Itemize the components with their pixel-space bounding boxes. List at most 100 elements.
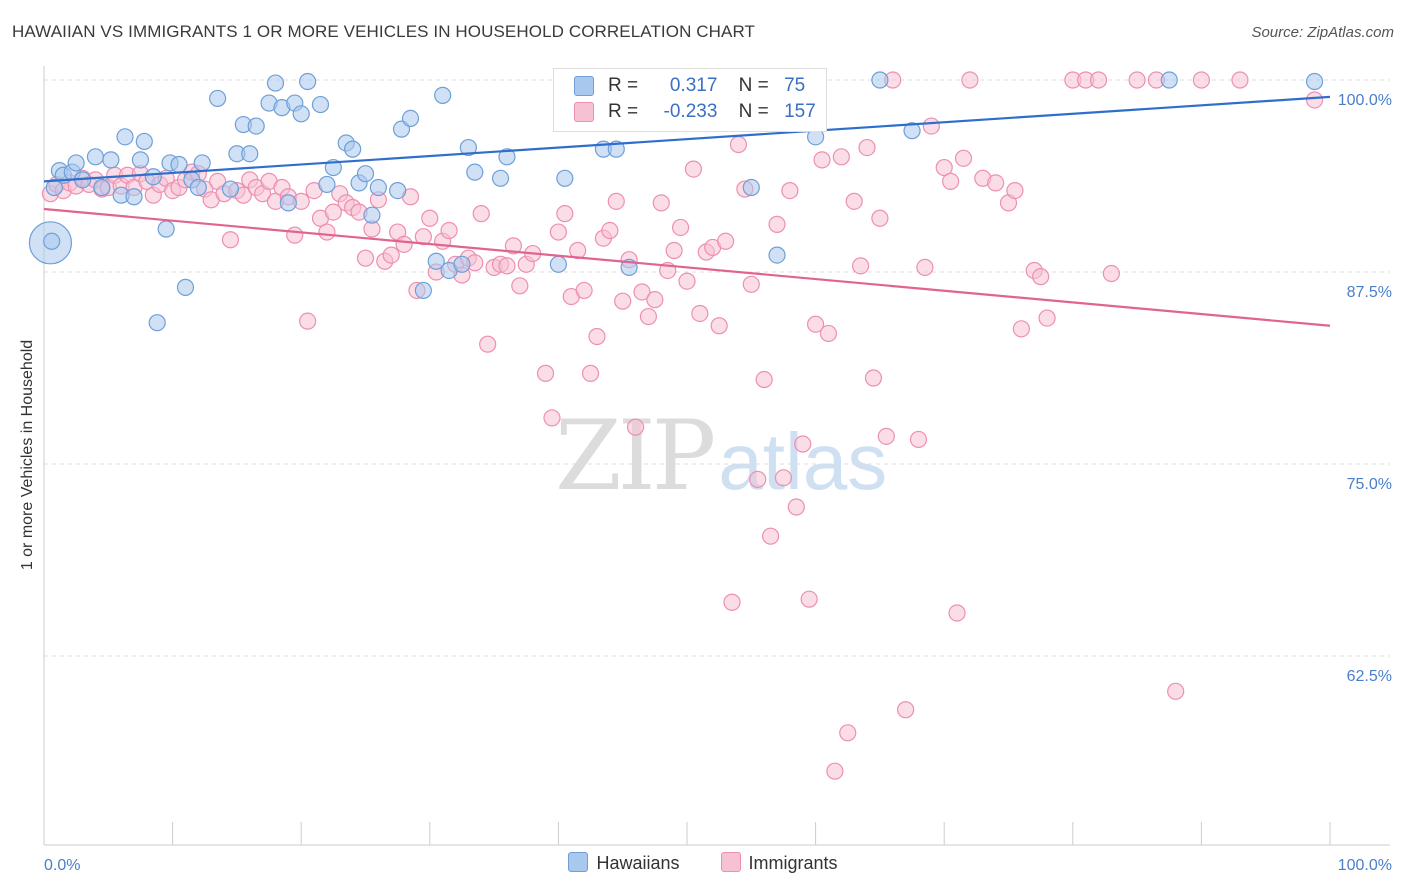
- legend-n-value: 157: [784, 101, 816, 122]
- immigrants-point: [749, 470, 767, 488]
- immigrants-point: [601, 221, 619, 240]
- legend-item-hawaiians: Hawaiians: [568, 852, 680, 874]
- hawaiians-point: [93, 178, 111, 197]
- y-tick-label: 75.0%: [1347, 476, 1392, 493]
- legend-label-hawaiians: Hawaiians: [596, 853, 680, 873]
- immigrants-point: [729, 135, 748, 154]
- hawaiians-point: [266, 74, 285, 92]
- hawaiians-point: [768, 246, 786, 264]
- legend-n-label: N =: [738, 101, 769, 122]
- immigrants-point: [1231, 71, 1249, 89]
- y-tick-label: 100.0%: [1338, 92, 1392, 109]
- immigrants-point: [787, 498, 805, 516]
- immigrants-point: [755, 370, 773, 389]
- immigrants-point: [646, 291, 664, 309]
- immigrants-point: [221, 231, 240, 249]
- immigrants-point: [839, 724, 857, 742]
- hawaiians-point: [131, 151, 150, 169]
- immigrants-trend-line: [43, 207, 1331, 327]
- immigrants-point: [607, 192, 625, 210]
- hawaiians-point: [903, 122, 921, 140]
- immigrants-swatch: [720, 852, 741, 872]
- immigrants-point: [504, 237, 522, 255]
- immigrants-point: [813, 151, 831, 169]
- immigrants-point: [852, 257, 870, 275]
- immigrants-point: [286, 226, 304, 244]
- immigrants-point: [299, 312, 317, 330]
- legend-row-immigrants: R = -0.233 N = 157: [574, 101, 816, 127]
- hawaiians-point: [86, 148, 105, 166]
- hawaiians-point: [279, 194, 297, 212]
- immigrants-point: [633, 283, 651, 301]
- immigrants-point: [421, 209, 439, 227]
- immigrants-point: [479, 335, 497, 353]
- immigrants-point: [691, 304, 709, 323]
- hawaiians-point: [498, 148, 516, 166]
- series-legend: Hawaiians Immigrants: [0, 852, 1406, 874]
- hawaiians-point: [453, 255, 471, 273]
- immigrants-point: [678, 272, 696, 290]
- immigrants-point: [954, 149, 973, 167]
- hawaiians-point: [170, 155, 188, 174]
- hawaiians-point: [318, 175, 336, 194]
- hawaiians-swatch: [568, 852, 589, 872]
- hawaiians-point: [1160, 71, 1178, 89]
- hawaiians-point: [549, 255, 568, 273]
- immigrants-point: [916, 258, 934, 276]
- hawaiians-point: [125, 188, 143, 206]
- hawaiians-point: [556, 169, 574, 187]
- hawaiians-point: [241, 145, 259, 163]
- immigrants-point: [961, 71, 979, 89]
- x-tick-label: 0.0%: [44, 857, 80, 874]
- hawaiians-point: [363, 206, 381, 224]
- x-tick-label: 100.0%: [1338, 857, 1392, 874]
- immigrants-point: [498, 257, 516, 275]
- immigrants-point: [710, 317, 728, 335]
- hawaiians-point: [369, 178, 387, 197]
- hawaiians-point: [401, 109, 420, 128]
- immigrants-point: [414, 228, 432, 246]
- immigrants-point: [942, 172, 960, 190]
- immigrants-point: [356, 249, 375, 267]
- hawaiians-point: [1305, 72, 1324, 91]
- immigrants-point: [318, 223, 336, 241]
- legend-r-value: 0.317: [669, 75, 718, 96]
- immigrants-point: [800, 590, 818, 608]
- immigrants-point: [909, 430, 928, 449]
- immigrants-point: [1012, 320, 1030, 338]
- legend-row-hawaiians: R = 0.317 N = 75: [574, 75, 805, 101]
- trend-lines: [43, 95, 1331, 327]
- immigrants-point: [1192, 71, 1211, 89]
- immigrants-point: [858, 138, 876, 157]
- hawaiians-point: [135, 132, 153, 151]
- legend-n-value: 75: [784, 75, 806, 96]
- hawaiians-trend-line: [43, 95, 1331, 183]
- immigrants-point: [1128, 71, 1146, 89]
- grid-lines: [44, 79, 1390, 657]
- immigrants-point: [549, 223, 568, 241]
- immigrants-point: [639, 307, 658, 326]
- immigrants-point: [1305, 91, 1324, 109]
- hawaiians-point: [102, 151, 120, 169]
- immigrants-point: [684, 160, 703, 178]
- immigrants-point: [472, 205, 490, 223]
- hawaiians-point: [389, 181, 407, 200]
- immigrants-point: [832, 148, 850, 166]
- source-label: Source: ZipAtlas.com: [1251, 24, 1394, 41]
- immigrants-point: [652, 194, 670, 212]
- hawaiians-point: [144, 168, 162, 186]
- hawaiians-point: [148, 314, 166, 332]
- immigrants-point: [774, 469, 793, 487]
- immigrants-point: [723, 593, 741, 611]
- hawaiians-point: [67, 154, 85, 172]
- immigrants-swatch: [574, 101, 594, 122]
- immigrants-point: [877, 427, 895, 445]
- immigrants-point: [588, 327, 606, 346]
- hawaiians-point: [491, 169, 510, 187]
- hawaiians-point: [292, 105, 310, 123]
- immigrants-point: [864, 369, 883, 387]
- hawaiians-point: [176, 278, 195, 296]
- immigrants-point: [665, 241, 683, 260]
- legend-n-label: N =: [738, 75, 769, 96]
